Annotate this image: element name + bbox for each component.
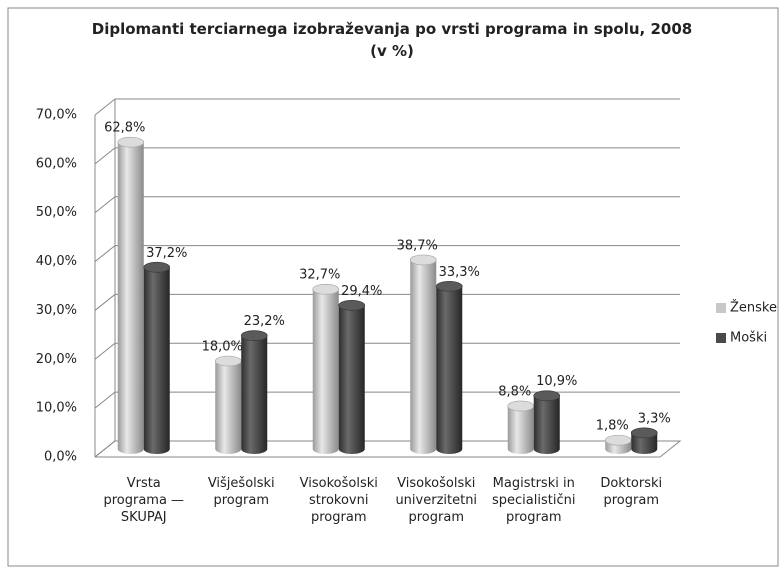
legend-swatch <box>716 303 726 313</box>
bar <box>436 286 463 454</box>
grid-line <box>94 98 680 116</box>
bar-top <box>117 136 145 148</box>
data-label: 62,8% <box>104 121 145 136</box>
y-tick-label: 20,0% <box>36 352 77 367</box>
bar-top <box>143 261 171 273</box>
grid-line <box>94 147 680 165</box>
y-tick-label: 50,0% <box>36 205 77 220</box>
grid-line <box>94 440 680 458</box>
grid-line <box>94 342 680 360</box>
x-tick-label: Visokošolski univerzitetni program <box>395 476 478 525</box>
y-tick-label: 10,0% <box>36 401 77 416</box>
data-label: 37,2% <box>146 246 187 261</box>
bar-top <box>435 280 463 292</box>
bar <box>631 432 658 454</box>
grid-line <box>94 245 680 262</box>
bar <box>410 259 437 454</box>
y-tick-label: 40,0% <box>36 254 77 269</box>
bar <box>338 305 365 454</box>
chart-title: Diplomanti terciarnega izobraževanja po … <box>91 20 693 60</box>
bar-top <box>214 355 242 367</box>
legend-label: Ženske <box>730 300 777 316</box>
bar <box>215 361 242 454</box>
floor <box>94 440 682 458</box>
bar <box>241 335 268 454</box>
bar <box>312 289 339 454</box>
bar-top <box>409 254 437 266</box>
bar-top <box>630 427 658 439</box>
x-tick-label: Vrsta programa — SKUPAJ <box>103 476 185 525</box>
bar-top <box>533 390 561 402</box>
bar-top <box>604 434 632 446</box>
bar <box>507 406 534 454</box>
bar <box>143 267 170 454</box>
data-label: 32,7% <box>299 268 340 283</box>
y-tick-label: 30,0% <box>36 303 77 318</box>
data-label: 1,8% <box>596 419 629 434</box>
bar-top <box>507 400 535 412</box>
x-tick-label: Visokošolski strokovni program <box>299 476 378 525</box>
bar <box>117 142 144 455</box>
bar-top <box>312 283 340 295</box>
legend-label: Moški <box>730 331 767 346</box>
chart-border <box>7 7 779 567</box>
data-label: 23,2% <box>244 314 285 329</box>
data-label: 18,0% <box>202 340 243 355</box>
x-tick-label: Magistrski in specialistični program <box>492 476 576 525</box>
data-label: 3,3% <box>638 411 671 426</box>
y-tick-label: 0,0% <box>44 450 77 465</box>
legend-swatch <box>716 333 726 343</box>
grid-line <box>94 391 680 409</box>
grid-line <box>94 293 680 311</box>
x-tick-label: Višješolski program <box>207 476 275 508</box>
data-label: 29,4% <box>341 284 382 299</box>
x-tick-label: Doktorski program <box>600 476 663 508</box>
grid-line <box>94 196 680 214</box>
bar-top <box>338 300 366 311</box>
bar <box>533 395 560 454</box>
data-label: 10,9% <box>536 374 577 389</box>
bar-top <box>240 330 268 342</box>
y-tick-label: 60,0% <box>36 156 77 171</box>
data-label: 8,8% <box>498 385 531 400</box>
y-tick-label: 70,0% <box>36 108 77 123</box>
data-label: 38,7% <box>397 238 438 253</box>
data-label: 33,3% <box>439 265 480 280</box>
